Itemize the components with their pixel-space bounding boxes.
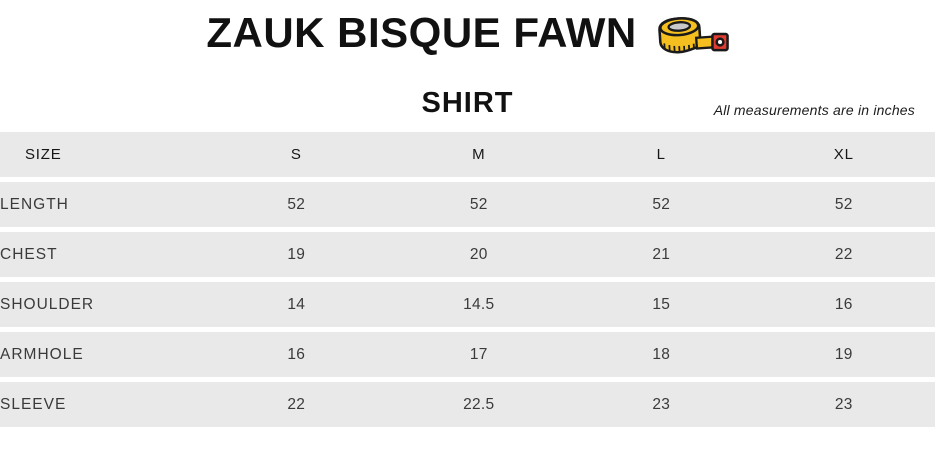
row-label-length: LENGTH bbox=[0, 195, 69, 213]
measurement-cell: 52 bbox=[469, 195, 488, 213]
column-header-m: M bbox=[472, 146, 486, 163]
measurement-cell: 20 bbox=[469, 245, 488, 263]
column-header-l: L bbox=[656, 146, 666, 163]
measurement-cell: 16 bbox=[287, 345, 306, 363]
table-row: ARMHOLE 16 17 18 19 bbox=[0, 332, 935, 377]
section-header: SHIRT All measurements are in inches bbox=[0, 87, 935, 119]
size-chart-table: SIZE S M L XL LENGTH 52 52 52 52 CHEST 19 20 21 22 SHO… bbox=[0, 127, 935, 432]
row-label-sleeve: SLEEVE bbox=[0, 395, 67, 413]
product-title-row: ZAUK BISQUE FAWN bbox=[0, 0, 935, 54]
garment-type-title: SHIRT bbox=[421, 87, 514, 119]
measurement-cell: 23 bbox=[652, 395, 671, 413]
measurement-cell: 21 bbox=[652, 245, 671, 263]
table-row: SLEEVE 22 22.5 23 23 bbox=[0, 382, 935, 427]
table-row: SHOULDER 14 14.5 15 16 bbox=[0, 282, 935, 327]
measurement-cell: 22.5 bbox=[463, 395, 495, 413]
size-chart-header-row: SIZE S M L XL bbox=[0, 132, 935, 177]
measurement-cell: 16 bbox=[834, 295, 853, 313]
units-note: All measurements are in inches bbox=[713, 102, 915, 118]
table-row: LENGTH 52 52 52 52 bbox=[0, 182, 935, 227]
table-row: CHEST 19 20 21 22 bbox=[0, 232, 935, 277]
product-title: ZAUK BISQUE FAWN bbox=[206, 9, 637, 56]
tape-measure-icon bbox=[657, 17, 729, 54]
measurement-cell: 19 bbox=[834, 345, 853, 363]
size-chart-body: LENGTH 52 52 52 52 CHEST 19 20 21 22 SHOULDER 14 14.… bbox=[0, 182, 935, 427]
measurement-cell: 52 bbox=[652, 195, 671, 213]
measurement-cell: 52 bbox=[834, 195, 853, 213]
measurement-cell: 18 bbox=[652, 345, 671, 363]
measurement-cell: 17 bbox=[469, 345, 488, 363]
row-label-armhole: ARMHOLE bbox=[0, 345, 84, 363]
column-header-s: S bbox=[290, 146, 302, 163]
measurement-cell: 23 bbox=[834, 395, 853, 413]
column-header-xl: XL bbox=[833, 146, 854, 163]
measurement-cell: 14.5 bbox=[463, 295, 495, 313]
row-label-shoulder: SHOULDER bbox=[0, 295, 95, 313]
measurement-cell: 22 bbox=[834, 245, 853, 263]
measurement-cell: 52 bbox=[287, 195, 306, 213]
measurement-cell: 14 bbox=[287, 295, 306, 313]
row-label-chest: CHEST bbox=[0, 245, 58, 263]
measurement-cell: 15 bbox=[652, 295, 671, 313]
measurement-cell: 22 bbox=[287, 395, 306, 413]
column-header-size: SIZE bbox=[25, 146, 62, 163]
measurement-cell: 19 bbox=[287, 245, 306, 263]
